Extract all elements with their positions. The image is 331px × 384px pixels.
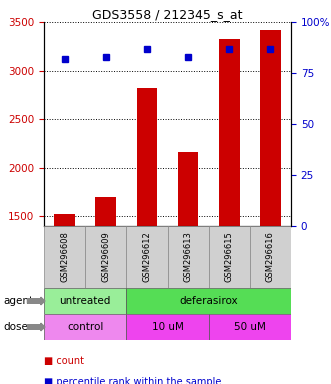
Text: 10 uM: 10 uM [152, 322, 183, 332]
Bar [85, 226, 126, 288]
Bar [260, 30, 281, 226]
Bar [126, 288, 291, 314]
Bar [137, 88, 157, 226]
Text: GSM296612: GSM296612 [142, 232, 151, 282]
Bar [219, 40, 240, 226]
Text: GSM296615: GSM296615 [225, 232, 234, 282]
Bar [209, 226, 250, 288]
Bar [178, 152, 198, 226]
Text: control: control [67, 322, 103, 332]
Text: untreated: untreated [60, 296, 111, 306]
Text: GSM296609: GSM296609 [101, 232, 110, 282]
Title: GDS3558 / 212345_s_at: GDS3558 / 212345_s_at [92, 8, 243, 21]
Bar [44, 314, 126, 340]
Bar [250, 226, 291, 288]
Bar [126, 314, 209, 340]
Bar [95, 197, 116, 226]
Text: agent: agent [3, 296, 33, 306]
Bar [44, 226, 85, 288]
Bar [54, 214, 75, 226]
Text: GSM296613: GSM296613 [184, 232, 193, 283]
Bar [126, 226, 167, 288]
Text: GSM296616: GSM296616 [266, 232, 275, 283]
Text: deferasirox: deferasirox [179, 296, 238, 306]
Text: ■ count: ■ count [44, 356, 84, 366]
Text: dose: dose [3, 322, 28, 332]
Bar [209, 314, 291, 340]
Text: ■ percentile rank within the sample: ■ percentile rank within the sample [44, 377, 221, 384]
Text: GSM296608: GSM296608 [60, 232, 69, 283]
Text: 50 uM: 50 uM [234, 322, 266, 332]
Bar [44, 288, 126, 314]
Bar [167, 226, 209, 288]
